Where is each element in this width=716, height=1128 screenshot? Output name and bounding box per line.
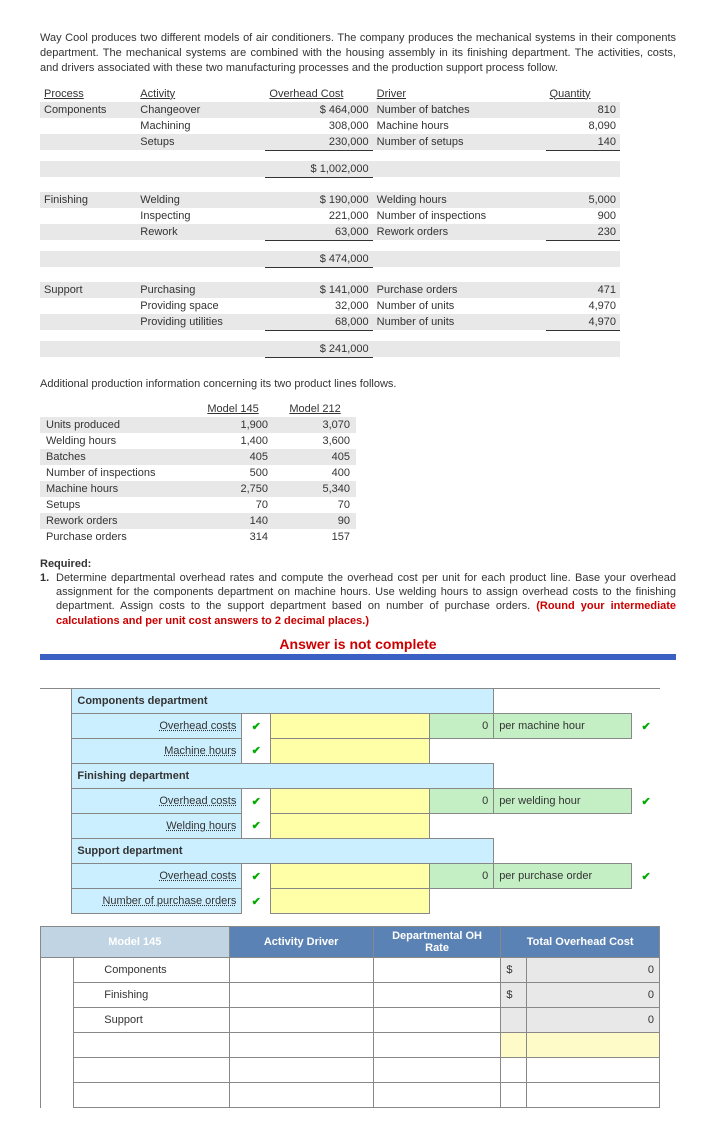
- finishing-oc-label[interactable]: Overhead costs: [72, 789, 242, 814]
- support-oc-label[interactable]: Overhead costs: [72, 864, 242, 889]
- finishing-oc-input[interactable]: [271, 789, 430, 814]
- components-oc-label[interactable]: Overhead costs: [72, 714, 242, 739]
- check-icon: ✔: [632, 789, 660, 814]
- check-icon: ✔: [242, 864, 271, 889]
- department-rates-table: Components department Overhead costs✔0pe…: [40, 664, 660, 914]
- m145-components-total: 0: [526, 958, 659, 983]
- check-icon: ✔: [242, 714, 271, 739]
- components-mh-label[interactable]: Machine hours: [72, 739, 242, 764]
- additional-info-text: Additional production information concer…: [40, 378, 676, 390]
- blue-divider: [40, 654, 676, 660]
- support-rate-unit[interactable]: per purchase order: [494, 864, 632, 889]
- components-oc-input[interactable]: [271, 714, 430, 739]
- col-quantity: Quantity: [546, 86, 620, 102]
- m145-components-driver-input[interactable]: [229, 958, 373, 983]
- required-header: Required:: [40, 558, 91, 570]
- m145-support-label: Support: [74, 1008, 229, 1033]
- model145-table: Model 145 Activity Driver Departmental O…: [40, 926, 660, 1108]
- col-activity: Activity: [136, 86, 265, 102]
- m145-finishing-label: Finishing: [74, 983, 229, 1008]
- m145-components-label: Components: [74, 958, 229, 983]
- finishing-wh-label[interactable]: Welding hours: [72, 814, 242, 839]
- model145-header: Model 145: [41, 927, 230, 958]
- support-po-input[interactable]: [271, 889, 430, 914]
- components-dept-header: Components department: [72, 689, 494, 714]
- components-mh-input[interactable]: [271, 739, 430, 764]
- finishing-rate-unit[interactable]: per welding hour: [494, 789, 632, 814]
- support-oc-input[interactable]: [271, 864, 430, 889]
- m145-support-rate-input[interactable]: [373, 1008, 501, 1033]
- finishing-dept-header: Finishing department: [72, 764, 494, 789]
- col-overhead-cost: Overhead Cost: [265, 86, 372, 102]
- m145-finishing-rate-input[interactable]: [373, 983, 501, 1008]
- support-rate-value: 0: [430, 864, 494, 889]
- support-dept-header: Support department: [72, 839, 494, 864]
- support-po-label[interactable]: Number of purchase orders: [72, 889, 242, 914]
- check-icon: ✔: [242, 789, 271, 814]
- check-icon: ✔: [242, 739, 271, 764]
- components-rate-unit[interactable]: per machine hour: [494, 714, 632, 739]
- m145-support-driver-input[interactable]: [229, 1008, 373, 1033]
- check-icon: ✔: [242, 814, 271, 839]
- check-icon: ✔: [242, 889, 271, 914]
- check-icon: ✔: [632, 714, 660, 739]
- intro-text: Way Cool produces two different models o…: [40, 31, 676, 76]
- process-cost-table: Process Activity Overhead Cost Driver Qu…: [40, 86, 620, 358]
- finishing-wh-input[interactable]: [271, 814, 430, 839]
- col-activity-driver: Activity Driver: [229, 927, 373, 958]
- production-info-table: Model 145Model 212 Units produced1,9003,…: [40, 401, 356, 545]
- m145-components-rate-input[interactable]: [373, 958, 501, 983]
- m145-support-total: 0: [526, 1008, 659, 1033]
- col-total-oh-cost: Total Overhead Cost: [501, 927, 660, 958]
- m145-finishing-total: 0: [526, 983, 659, 1008]
- m145-finishing-driver-input[interactable]: [229, 983, 373, 1008]
- col-process: Process: [40, 86, 136, 102]
- check-icon: ✔: [632, 864, 660, 889]
- answer-status: Answer is not complete: [40, 636, 676, 652]
- finishing-rate-value: 0: [430, 789, 494, 814]
- col-driver: Driver: [373, 86, 546, 102]
- col-dept-oh-rate: Departmental OH Rate: [373, 927, 501, 958]
- components-rate-value: 0: [430, 714, 494, 739]
